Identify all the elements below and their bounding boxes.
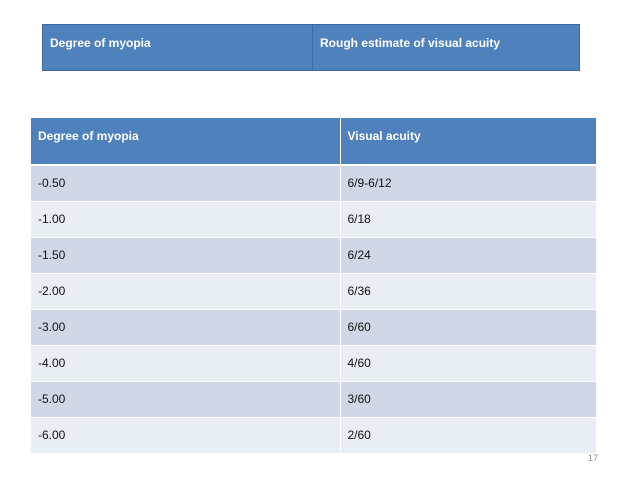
table-row: -0.50 6/9-6/12 <box>31 165 596 202</box>
header-cell-degree: Degree of myopia <box>42 24 313 71</box>
table-row: -1.00 6/18 <box>31 201 596 238</box>
header-table: Degree of myopia Rough estimate of visua… <box>42 24 580 71</box>
degree-cell: -2.00 <box>31 273 341 310</box>
degree-cell: -3.00 <box>31 309 341 346</box>
degree-cell: -1.00 <box>31 201 341 238</box>
acuity-cell: 6/60 <box>340 309 596 346</box>
header-row: Degree of myopia Rough estimate of visua… <box>42 24 580 71</box>
table-row: -2.00 6/36 <box>31 273 596 310</box>
table-header-row: Degree of myopia Visual acuity <box>31 118 596 166</box>
header-cell-acuity-estimate: Rough estimate of visual acuity <box>312 24 580 71</box>
table-row: -5.00 3/60 <box>31 381 596 418</box>
degree-cell: -5.00 <box>31 381 341 418</box>
acuity-cell: 4/60 <box>340 345 596 382</box>
acuity-cell: 6/24 <box>340 237 596 274</box>
degree-cell: -6.00 <box>31 417 341 454</box>
acuity-cell: 6/9-6/12 <box>340 165 596 202</box>
table-row: -4.00 4/60 <box>31 345 596 382</box>
acuity-cell: 6/36 <box>340 273 596 310</box>
acuity-cell: 6/18 <box>340 201 596 238</box>
table-row: -1.50 6/24 <box>31 237 596 274</box>
myopia-acuity-table: Degree of myopia Visual acuity -0.50 6/9… <box>31 118 596 454</box>
table-row: -6.00 2/60 <box>31 417 596 454</box>
degree-cell: -4.00 <box>31 345 341 382</box>
acuity-cell: 3/60 <box>340 381 596 418</box>
page-number: 17 <box>587 453 598 463</box>
table-row: -3.00 6/60 <box>31 309 596 346</box>
column-header-visual-acuity: Visual acuity <box>340 118 596 166</box>
degree-cell: -0.50 <box>31 165 341 202</box>
acuity-cell: 2/60 <box>340 417 596 454</box>
degree-cell: -1.50 <box>31 237 341 274</box>
column-header-degree: Degree of myopia <box>31 118 341 166</box>
